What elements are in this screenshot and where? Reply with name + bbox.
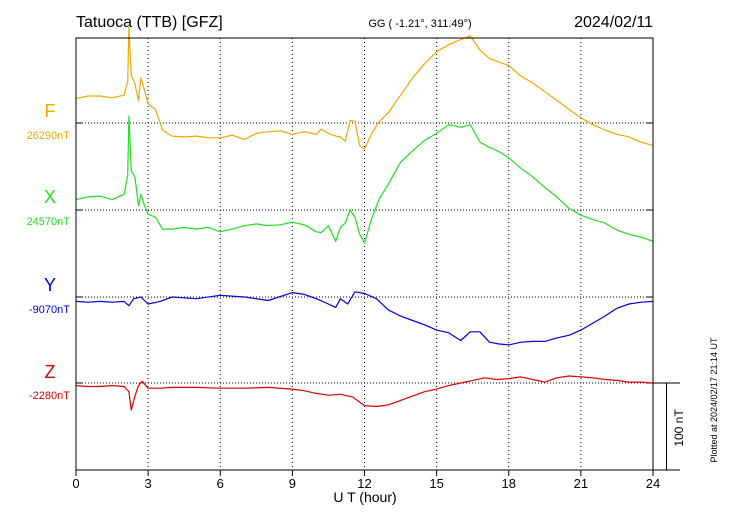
x-tick-label-9h: 9 — [289, 476, 296, 491]
x-tick-label-0h: 0 — [72, 476, 79, 491]
series-line-z — [75, 375, 654, 411]
series-baseline-y: -9070nT — [29, 304, 70, 316]
series-name-z: Z — [45, 362, 56, 382]
series-line-y — [75, 291, 654, 346]
series-lines — [75, 26, 654, 411]
series-name-f: F — [45, 101, 56, 121]
date-label: 2024/02/11 — [574, 14, 653, 31]
x-axis-label: U T (hour) — [333, 489, 396, 505]
series-baseline-x: 24570nT — [27, 216, 71, 228]
x-tick-label-12h: 12 — [357, 476, 371, 491]
plotted-at-note: Plotted at 2024/02/17 21:14 UT — [709, 337, 719, 463]
series-name-y: Y — [44, 275, 56, 295]
series-labels: F 26290nT X 24570nT Y -9070nT Z -2280nT — [27, 101, 71, 402]
series-baseline-f: 26290nT — [27, 130, 71, 142]
series-line-f — [75, 26, 654, 150]
x-axis-ticks: 0 3 6 9 12 15 18 21 24 — [72, 470, 660, 491]
x-tick-label-3h: 3 — [145, 476, 152, 491]
station-title: Tatuoca (TTB) [GFZ] — [76, 14, 223, 31]
scale-bar-label: 100 nT — [672, 409, 686, 447]
series-baseline-z: -2280nT — [29, 390, 70, 402]
x-tick-label-21h: 21 — [574, 476, 588, 491]
coordinates-label: GG ( -1.21°, 311.49°) — [368, 18, 471, 30]
x-tick-label-24h: 24 — [646, 476, 660, 491]
scale-bar: 100 nT — [653, 382, 686, 471]
series-name-x: X — [44, 187, 56, 207]
x-tick-label-15h: 15 — [429, 476, 443, 491]
series-line-x — [75, 115, 654, 244]
x-tick-label-18h: 18 — [502, 476, 516, 491]
grid-lines — [147, 38, 582, 470]
x-tick-label-6h: 6 — [217, 476, 224, 491]
